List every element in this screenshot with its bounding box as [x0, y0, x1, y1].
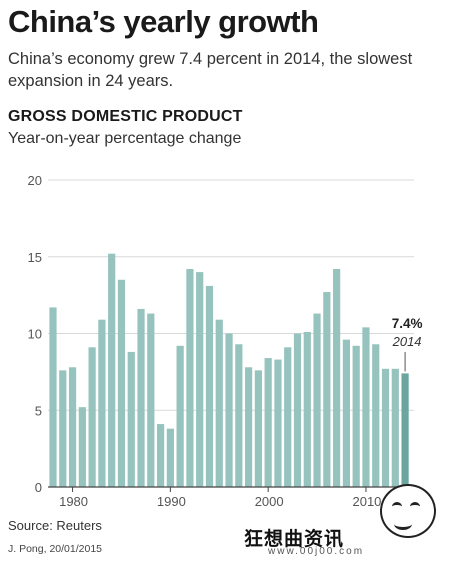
bar — [196, 272, 204, 487]
bar — [147, 313, 155, 487]
y-tick-label: 20 — [28, 173, 42, 188]
bar — [166, 428, 174, 487]
bar — [49, 307, 57, 487]
bar — [274, 359, 282, 487]
bar — [245, 367, 253, 487]
bar — [117, 279, 126, 487]
bar — [254, 370, 262, 487]
annotation-year: 2014 — [392, 334, 422, 349]
cartoon-face-icon — [380, 484, 436, 538]
x-tick-label: 1990 — [157, 494, 186, 509]
source-label: Source: Reuters — [8, 518, 102, 533]
x-tick-label: 1980 — [59, 494, 88, 509]
bar — [205, 285, 214, 487]
bar — [372, 344, 380, 487]
bar — [333, 269, 341, 487]
bar — [88, 347, 96, 487]
bar — [225, 333, 233, 487]
bar — [215, 319, 223, 487]
bar — [284, 347, 292, 487]
bar — [381, 368, 390, 487]
bar — [401, 373, 409, 487]
bar — [293, 333, 302, 487]
y-tick-label: 10 — [28, 327, 42, 342]
bar — [391, 368, 399, 487]
bar — [186, 269, 194, 487]
bar — [137, 308, 145, 487]
bar — [108, 253, 116, 487]
gdp-bar-chart: 20 15 10 5 0 1980 1990 2000 2010 7.4% 2014 — [28, 173, 423, 509]
bar — [342, 339, 350, 487]
annotation-value: 7.4% — [392, 316, 423, 331]
watermark-url: www.00j00.com — [268, 546, 365, 557]
bar — [68, 367, 77, 487]
bar — [352, 345, 360, 487]
bar — [362, 327, 370, 487]
y-tick-label: 5 — [35, 403, 42, 418]
x-tick-label: 2010 — [352, 494, 381, 509]
chart-title: China’s yearly growth — [8, 4, 319, 39]
bar — [323, 292, 331, 487]
watermark: 狂想曲资讯 www.00j00.com — [244, 484, 444, 558]
bar — [303, 331, 311, 487]
bar — [313, 313, 321, 487]
watermark-text: 狂想曲资讯 — [244, 529, 345, 550]
x-tick-label: 2000 — [255, 494, 284, 509]
bar — [98, 319, 106, 487]
chart-subtitle: China’s economy grew 7.4 percent in 2014… — [8, 50, 413, 90]
bar — [264, 358, 272, 487]
section-title: GROSS DOMESTIC PRODUCT — [8, 108, 243, 125]
y-tick-label: 0 — [35, 480, 42, 495]
section-subtitle: Year-on-year percentage change — [8, 130, 242, 147]
bar — [235, 344, 243, 487]
bar — [156, 424, 165, 487]
bar — [59, 370, 67, 487]
bar — [127, 351, 135, 487]
credit-label: J. Pong, 20/01/2015 — [8, 543, 102, 555]
bar — [78, 407, 86, 487]
bar — [176, 345, 184, 487]
y-tick-label: 15 — [28, 250, 42, 265]
